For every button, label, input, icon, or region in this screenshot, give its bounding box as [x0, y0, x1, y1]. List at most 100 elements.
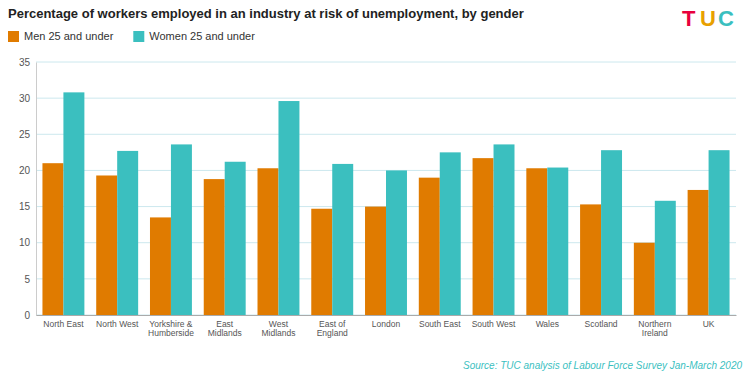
x-tick-label-line: Midlands [261, 328, 295, 338]
bar-series [63, 92, 729, 315]
y-tick: 5 [24, 274, 36, 285]
x-tick-label-line: Ireland [642, 328, 668, 338]
bar [473, 158, 494, 315]
x-tick: North East [43, 319, 84, 329]
y-tick-label: 35 [19, 57, 31, 68]
y-axis-line [36, 63, 37, 316]
x-tick-label: South West [472, 319, 516, 329]
y-tick-label: 15 [19, 201, 31, 212]
x-tick: UK [703, 319, 715, 329]
x-tick-label: UK [703, 319, 715, 329]
x-tick-label-line: North East [43, 319, 84, 329]
plot: 0 5 10 15 20 25 30 35 North East North West Yorksh… [19, 57, 737, 339]
bar [42, 163, 63, 315]
title: Percentage of workers employed in an ind… [8, 6, 524, 21]
grid-line [36, 134, 736, 135]
bar [117, 151, 138, 315]
legend-item: Men 25 and under [8, 30, 114, 42]
y-tick-label: 25 [19, 129, 31, 140]
bar [580, 204, 601, 315]
x-tick-label: South East [419, 319, 461, 329]
x-tick-label: East ofEngland [317, 319, 348, 338]
legend-label: Men 25 and under [24, 30, 114, 42]
y-tick: 25 [19, 129, 36, 140]
bar [634, 243, 655, 315]
x-tick: London [372, 319, 401, 329]
bar [258, 168, 279, 315]
x-tick: South West [472, 319, 516, 329]
x-tick-label: WestMidlands [261, 319, 295, 338]
x-tick-label-line: North West [96, 319, 139, 329]
x-tick: East ofEngland [317, 319, 348, 338]
bar [386, 170, 407, 315]
y-tick-label: 30 [19, 93, 31, 104]
y-tick-label: 20 [19, 165, 31, 176]
bar [332, 164, 353, 315]
y-axis: 0 5 10 15 20 25 30 35 [19, 57, 37, 321]
y-tick: 10 [19, 237, 36, 248]
x-tick: Yorkshire &Humberside [148, 319, 194, 338]
legend-item: Women 25 and under [133, 30, 255, 42]
grid-line [36, 62, 736, 63]
bar [278, 101, 299, 315]
bar [440, 152, 461, 315]
legend-swatch [8, 31, 19, 42]
bar [311, 209, 332, 315]
y-tick: 15 [19, 201, 36, 212]
y-tick-label: 0 [24, 310, 30, 321]
x-tick: NorthernIreland [638, 319, 671, 338]
y-tick-label: 5 [24, 274, 30, 285]
x-tick: North West [96, 319, 139, 329]
y-tick: 20 [19, 165, 36, 176]
bar [655, 201, 676, 315]
legend-label: Women 25 and under [149, 30, 255, 42]
bar [63, 92, 84, 315]
x-tick-label-line: London [372, 319, 401, 329]
source-note: Source: TUC analysis of Labour Force Sur… [463, 360, 742, 371]
y-tick: 35 [19, 57, 36, 68]
bar [171, 144, 192, 315]
x-tick: Scotland [585, 319, 618, 329]
x-axis-line [37, 315, 737, 316]
bar [526, 168, 547, 315]
y-tick-label: 10 [19, 237, 31, 248]
bar [688, 190, 709, 315]
x-tick-label-line: UK [703, 319, 715, 329]
bar [547, 168, 568, 315]
x-tick: EastMidlands [208, 319, 242, 338]
bar [150, 217, 171, 315]
x-tick: South East [419, 319, 461, 329]
x-tick-label: North West [96, 319, 139, 329]
legend-swatch [133, 31, 144, 42]
logo-letter: T [682, 6, 696, 31]
x-tick-label-line: Humberside [148, 328, 194, 338]
bar [204, 179, 225, 315]
x-tick: Wales [536, 319, 559, 329]
bar [365, 207, 386, 315]
grid [36, 62, 736, 315]
x-tick-label-line: Scotland [585, 319, 618, 329]
x-tick-label-line: Midlands [208, 328, 242, 338]
bar [601, 150, 622, 315]
bar [96, 175, 117, 315]
x-tick-label-line: Wales [536, 319, 559, 329]
x-tick-label: NorthernIreland [638, 319, 671, 338]
y-tick: 0 [24, 310, 36, 321]
bars [42, 92, 729, 315]
chart: Percentage of workers employed in an ind… [0, 0, 750, 375]
y-tick: 30 [19, 93, 36, 104]
x-tick-label: North East [43, 319, 84, 329]
bar [709, 150, 730, 315]
x-tick-label: Wales [536, 319, 559, 329]
x-tick: WestMidlands [261, 319, 295, 338]
x-tick-label: London [372, 319, 401, 329]
legend: Men 25 and under Women 25 and under [8, 30, 255, 42]
logo-letter: U [700, 6, 716, 31]
bar [419, 178, 440, 315]
bar [494, 144, 515, 315]
grid-line [36, 98, 736, 99]
x-axis: North East North West Yorkshire &Humbersid… [37, 316, 737, 339]
x-tick-label-line: South West [472, 319, 516, 329]
x-tick-label: Yorkshire &Humberside [148, 319, 194, 338]
x-tick-label-line: England [317, 328, 348, 338]
